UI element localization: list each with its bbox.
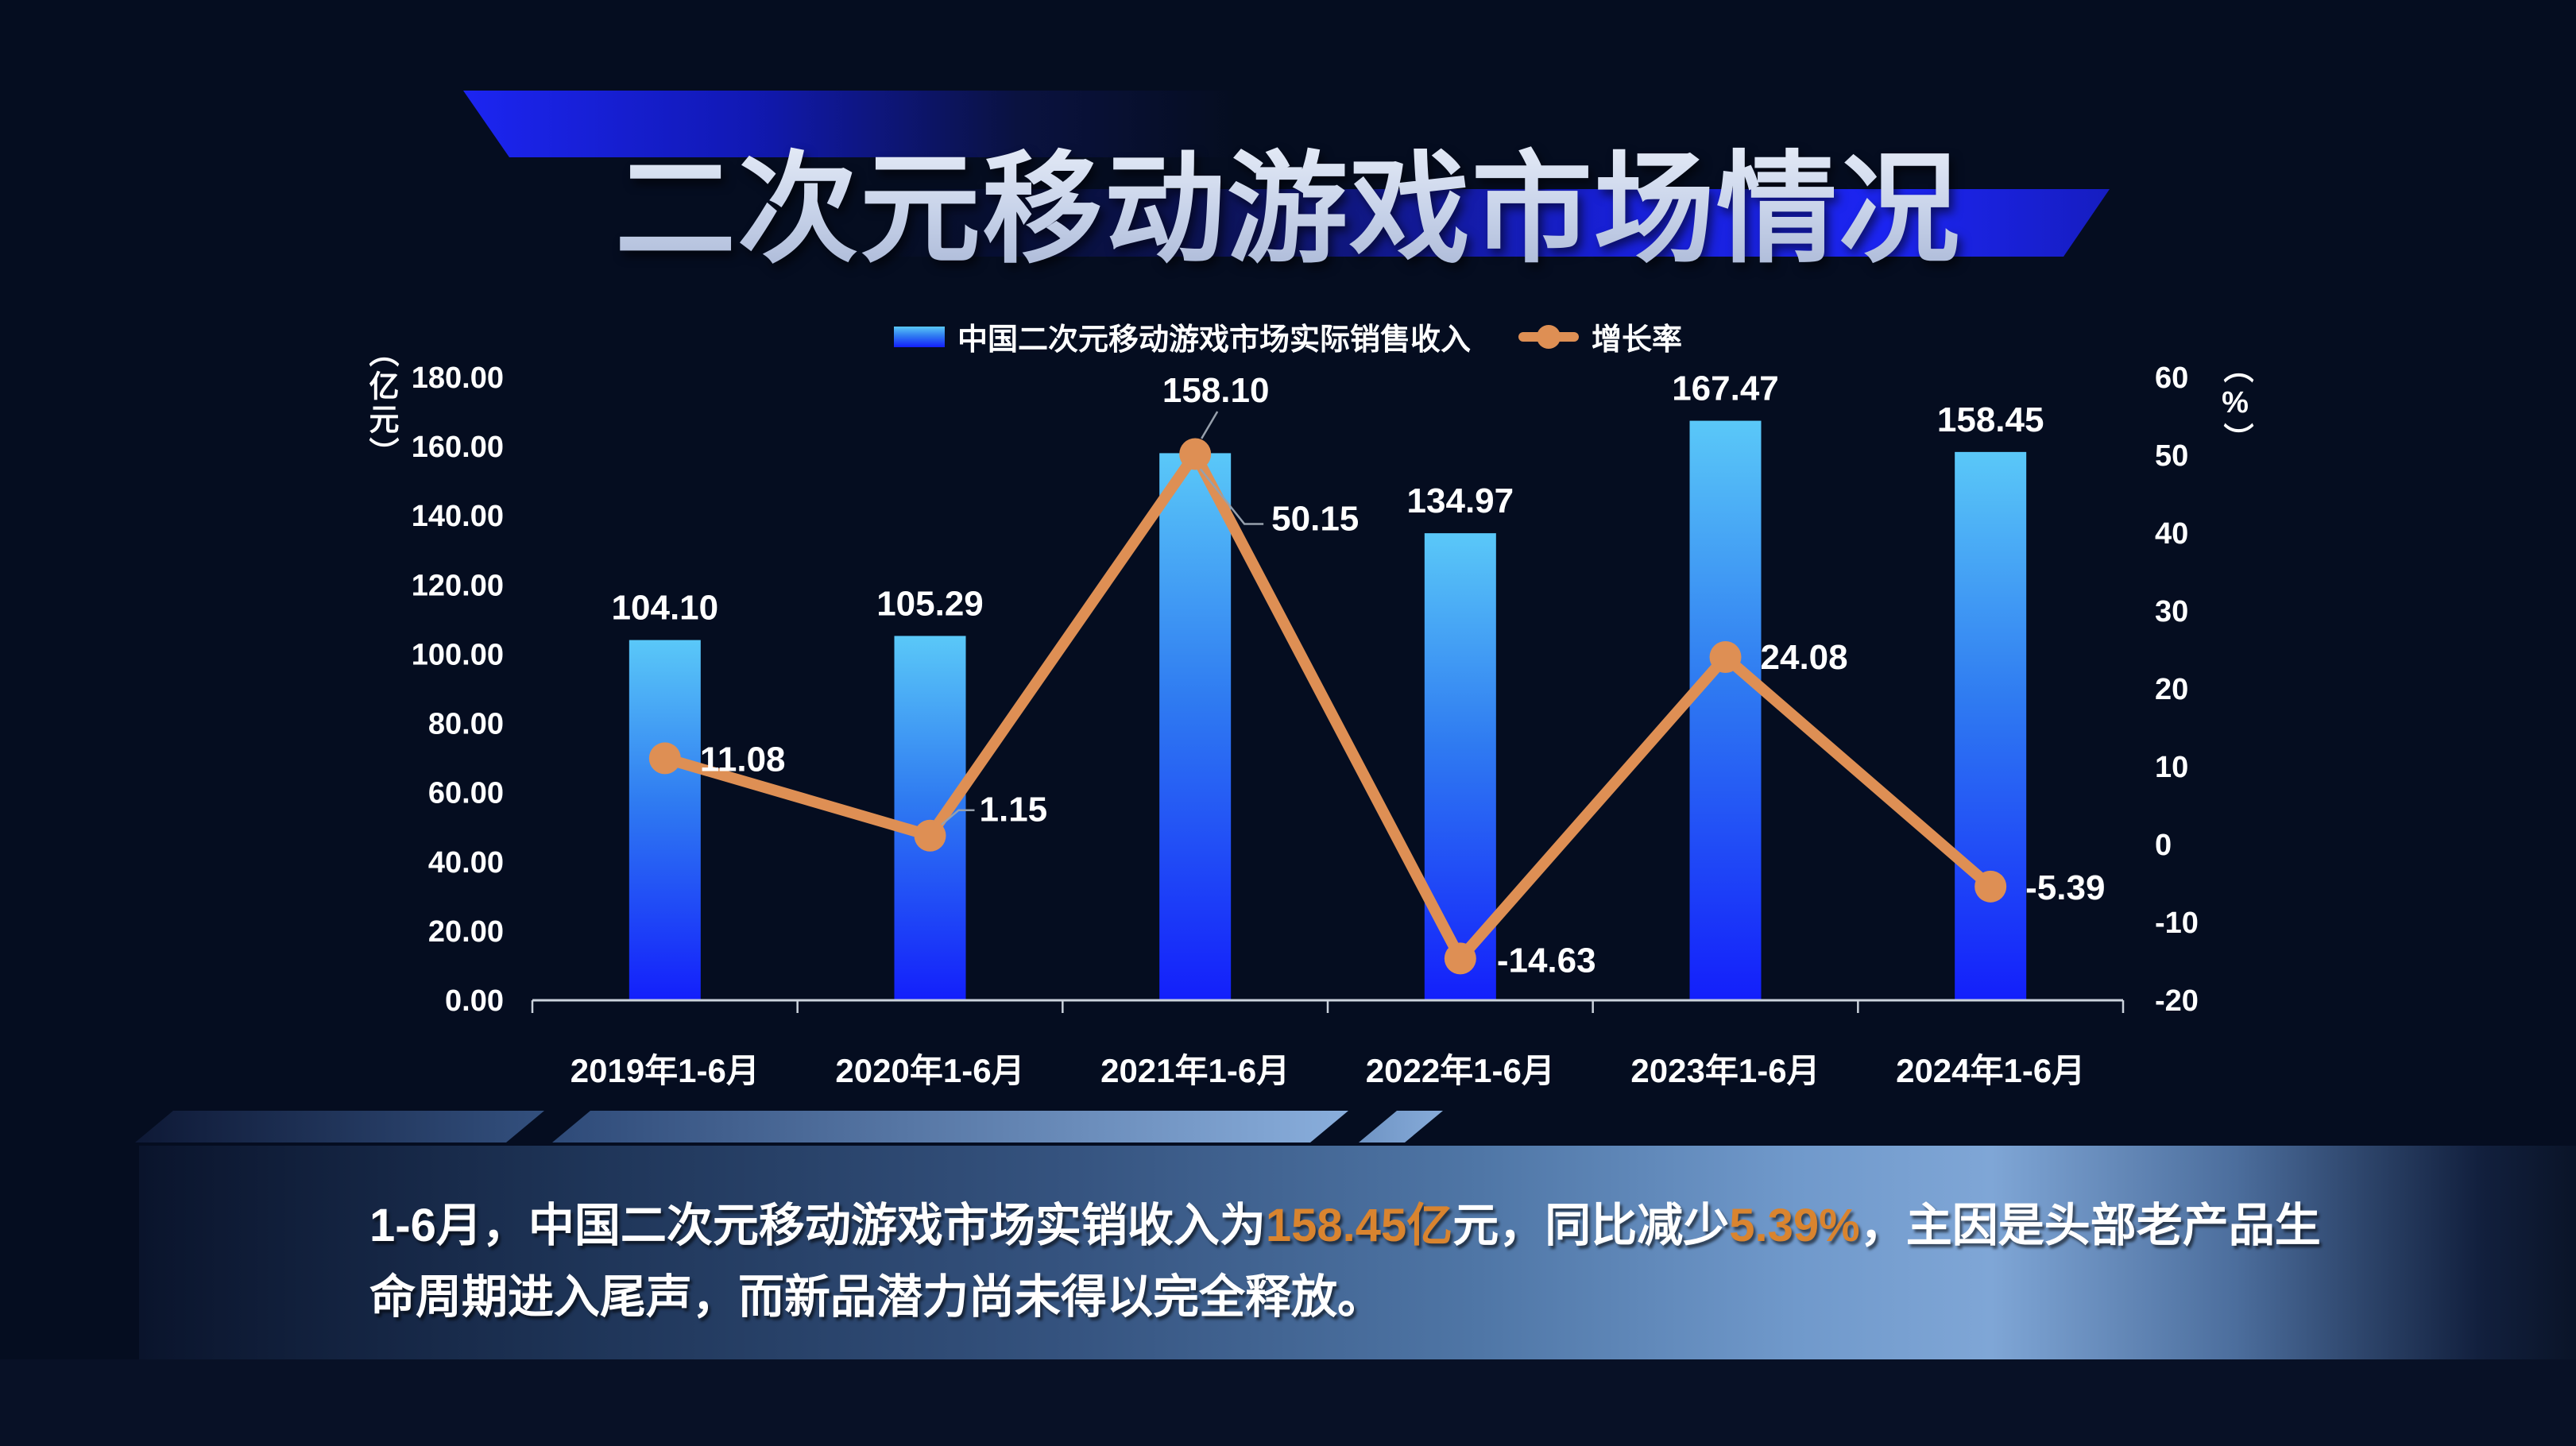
- category-label: 2024年1-6月: [1896, 1052, 2085, 1089]
- summary-segment-white: ，主因是头部老产品生: [1859, 1200, 2321, 1251]
- summary-segment-orange: 158.45亿: [1265, 1200, 1453, 1251]
- summary-segment-white: 元，同比减少: [1452, 1200, 1730, 1251]
- right-axis-tick-label: 40: [2155, 517, 2188, 551]
- point-label-leader-line: [937, 809, 975, 829]
- bar-value-label: 167.47: [1672, 369, 1779, 408]
- legend-item-growth: 增长率: [1518, 315, 1682, 358]
- bar-value-label: 158.10: [1162, 371, 1270, 410]
- summary-panel: 1-6月，中国二次元移动游戏市场实销收入为158.45亿元，同比减少5.39%，…: [139, 1146, 2576, 1359]
- bar-value-label: 158.45: [1937, 400, 2044, 439]
- bar-value-label: 104.10: [612, 589, 719, 628]
- summary-line-1: 1-6月，中国二次元移动游戏市场实销收入为158.45亿元，同比减少5.39%，…: [369, 1190, 2340, 1262]
- left-axis-tick-label: 160.00: [412, 431, 504, 464]
- left-axis-tick-label: 120.00: [412, 569, 504, 602]
- left-axis-tick-label: 80.00: [428, 708, 504, 741]
- chart-legend: 中国二次元移动游戏市场实际销售收入 增长率: [0, 315, 2576, 358]
- category-label: 2022年1-6月: [1366, 1052, 1555, 1089]
- right-axis-unit-label: （%）: [2218, 353, 2252, 456]
- summary-segment-orange: 5.39%: [1729, 1200, 1860, 1251]
- line-marker-2020年1-6月: [914, 819, 946, 852]
- left-axis-tick-label: 140.00: [412, 500, 504, 533]
- line-value-label: 24.08: [1761, 638, 1848, 677]
- category-label: 2019年1-6月: [571, 1052, 760, 1089]
- right-axis-tick-label: 10: [2155, 751, 2188, 784]
- right-axis-tick-label: -10: [2155, 907, 2199, 940]
- bar-value-label: 134.97: [1407, 481, 1514, 520]
- line-marker-2019年1-6月: [648, 742, 681, 775]
- title-banner-upper: [463, 91, 1278, 157]
- page-title: 二次元移动游戏市场情况: [0, 111, 2576, 286]
- category-label: 2023年1-6月: [1630, 1052, 1820, 1089]
- right-axis-tick-label: 0: [2155, 829, 2172, 862]
- line-marker-2021年1-6月: [1179, 438, 1212, 470]
- legend-label-revenue: 中国二次元移动游戏市场实际销售收入: [957, 323, 1471, 357]
- category-label: 2021年1-6月: [1100, 1052, 1290, 1089]
- line-value-label: -14.63: [1497, 941, 1596, 980]
- line-marker-icon: [1537, 324, 1561, 349]
- right-axis-tick-label: -20: [2155, 984, 2199, 1018]
- left-axis-tick-label: 20.00: [428, 915, 504, 949]
- left-axis-unit-label: （亿元）: [364, 337, 397, 470]
- bar-value-label: 105.29: [876, 584, 984, 623]
- left-axis-tick-label: 100.00: [412, 638, 504, 671]
- legend-item-revenue: 中国二次元移动游戏市场实际销售收入: [893, 315, 1471, 358]
- left-axis-tick-label: 60.00: [428, 777, 504, 810]
- footer-deco-bar-middle: [552, 1111, 1348, 1142]
- line-value-label: 1.15: [980, 791, 1048, 829]
- title-banner-lower: [874, 189, 2110, 257]
- right-axis-tick-label: 30: [2155, 595, 2188, 628]
- line-value-label: 50.15: [1271, 500, 1359, 539]
- line-marker-2024年1-6月: [1975, 870, 2007, 903]
- growth-line: [659, 448, 1997, 965]
- left-axis-tick-label: 0.00: [445, 984, 504, 1018]
- bar-2020年1-6月: [894, 636, 966, 1000]
- category-label: 2020年1-6月: [835, 1052, 1024, 1089]
- summary-text: 1-6月，中国二次元移动游戏市场实销收入为158.45亿元，同比减少5.39%，…: [369, 1190, 2340, 1333]
- bottom-background-strip: [0, 1359, 2576, 1446]
- bar-series-swatch-icon: [893, 326, 945, 347]
- left-axis-tick-label: 180.00: [412, 362, 504, 395]
- bar-2023年1-6月: [1689, 420, 1762, 1000]
- right-axis-tick-label: 50: [2155, 439, 2188, 473]
- line-value-label: -5.39: [2025, 868, 2105, 907]
- right-axis-tick-label: 20: [2155, 673, 2188, 706]
- summary-line-2: 命周期进入尾声，而新品潜力尚未得以完全释放。: [369, 1271, 1384, 1323]
- bar-2024年1-6月: [1955, 451, 2027, 1000]
- point-label-leader-line: [1199, 467, 1264, 525]
- line-series-swatch-icon: [1518, 324, 1579, 349]
- bar-2019年1-6月: [629, 640, 701, 1000]
- line-marker-2022年1-6月: [1444, 942, 1476, 975]
- left-axis-tick-label: 40.00: [428, 846, 504, 880]
- right-axis-tick-label: 60: [2155, 362, 2188, 395]
- bar-2021年1-6月: [1159, 453, 1232, 1000]
- summary-segment-white: 1-6月，中国二次元移动游戏市场实销收入为: [369, 1200, 1266, 1251]
- legend-label-growth: 增长率: [1592, 323, 1683, 357]
- line-value-label: 11.08: [700, 740, 786, 779]
- footer-deco-bar-left: [135, 1111, 544, 1142]
- bar-label-leader-line: [1201, 411, 1219, 439]
- line-marker-2023年1-6月: [1709, 641, 1742, 674]
